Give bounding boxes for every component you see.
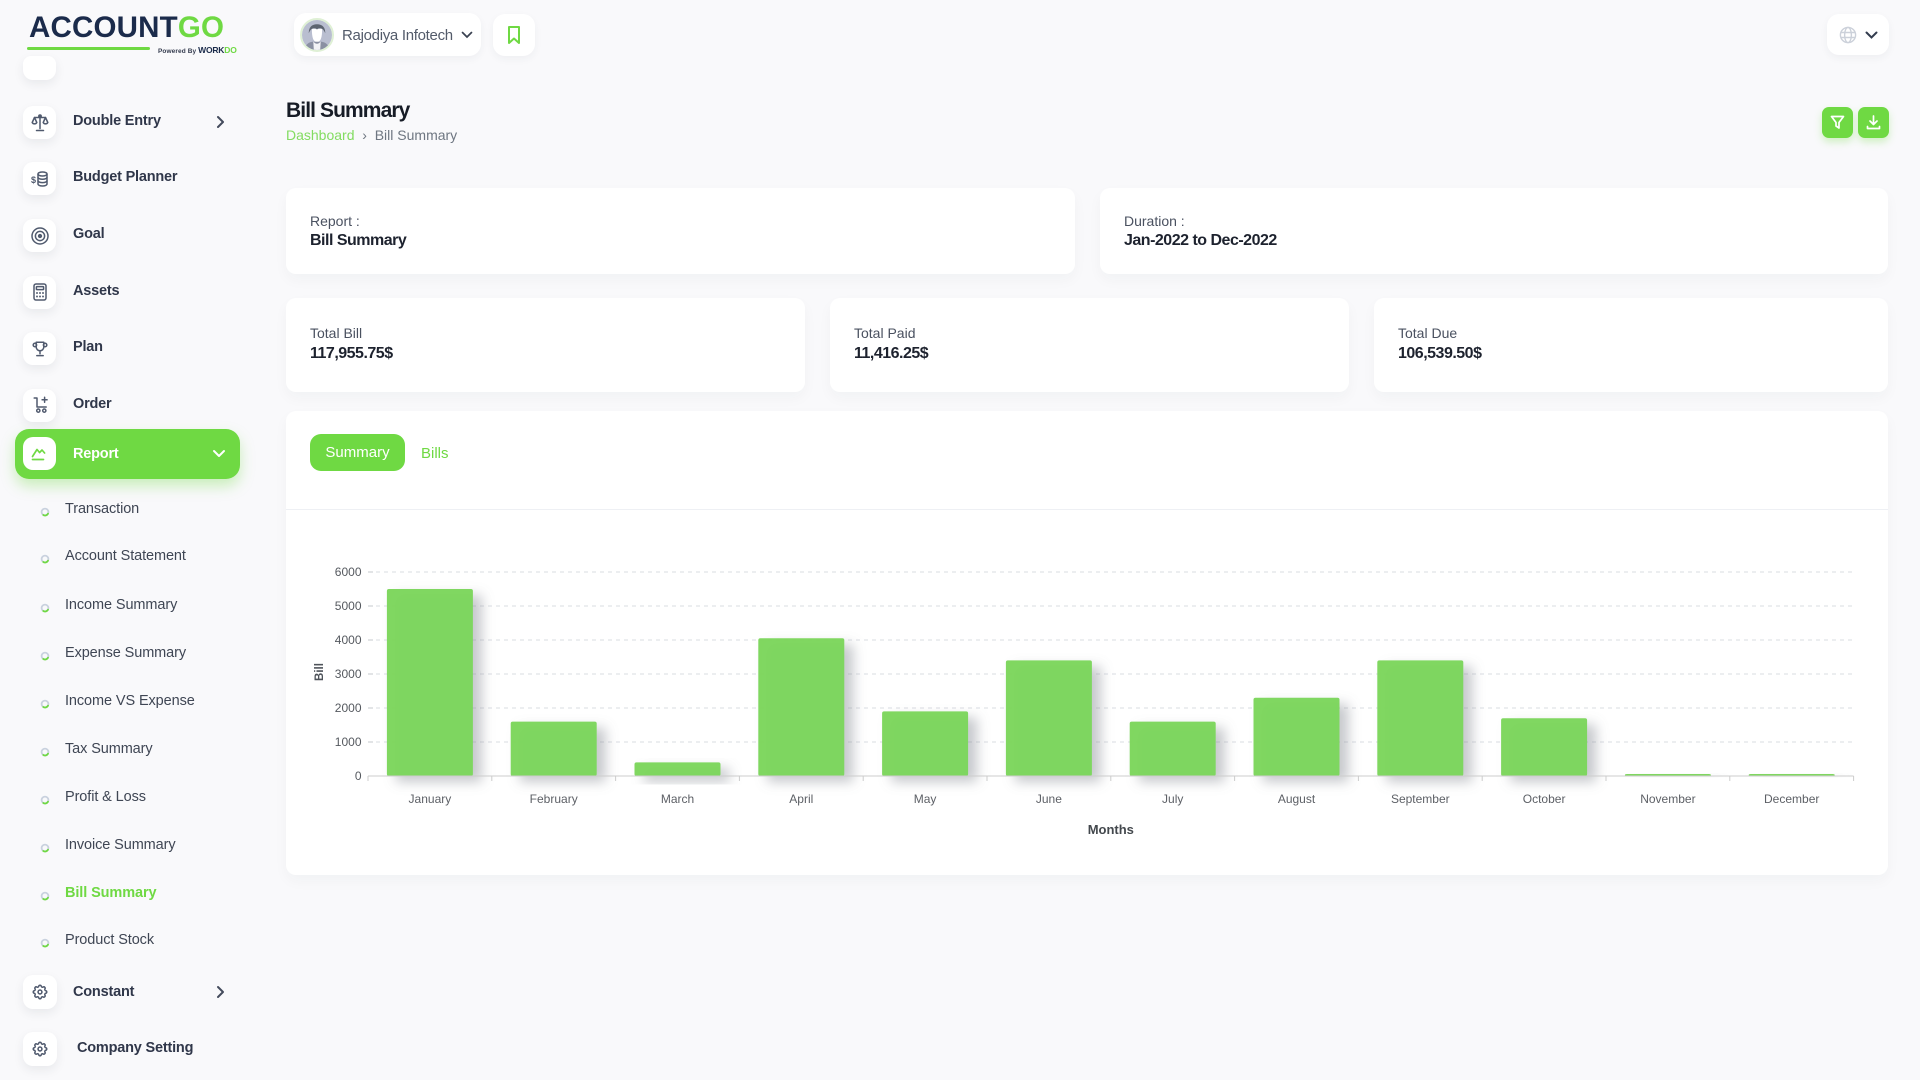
svg-text:April: April: [789, 792, 813, 806]
svg-text:1000: 1000: [335, 735, 362, 749]
svg-text:February: February: [530, 792, 578, 806]
svg-text:$: $: [31, 175, 36, 185]
svg-text:6000: 6000: [335, 565, 362, 579]
svg-text:Months: Months: [1088, 822, 1134, 837]
svg-text:June: June: [1036, 792, 1062, 806]
svg-text:5000: 5000: [335, 599, 362, 613]
svg-text:0: 0: [355, 769, 362, 783]
svg-text:September: September: [1391, 792, 1450, 806]
svg-text:October: October: [1523, 792, 1566, 806]
svg-text:4000: 4000: [335, 633, 362, 647]
svg-text:Bill: Bill: [314, 663, 326, 681]
svg-text:August: August: [1278, 792, 1316, 806]
svg-text:January: January: [409, 792, 452, 806]
svg-text:May: May: [914, 792, 937, 806]
svg-text:2000: 2000: [335, 701, 362, 715]
svg-text:3000: 3000: [335, 667, 362, 681]
svg-text:November: November: [1640, 792, 1695, 806]
svg-text:March: March: [661, 792, 694, 806]
svg-text:December: December: [1764, 792, 1819, 806]
svg-text:July: July: [1162, 792, 1183, 806]
